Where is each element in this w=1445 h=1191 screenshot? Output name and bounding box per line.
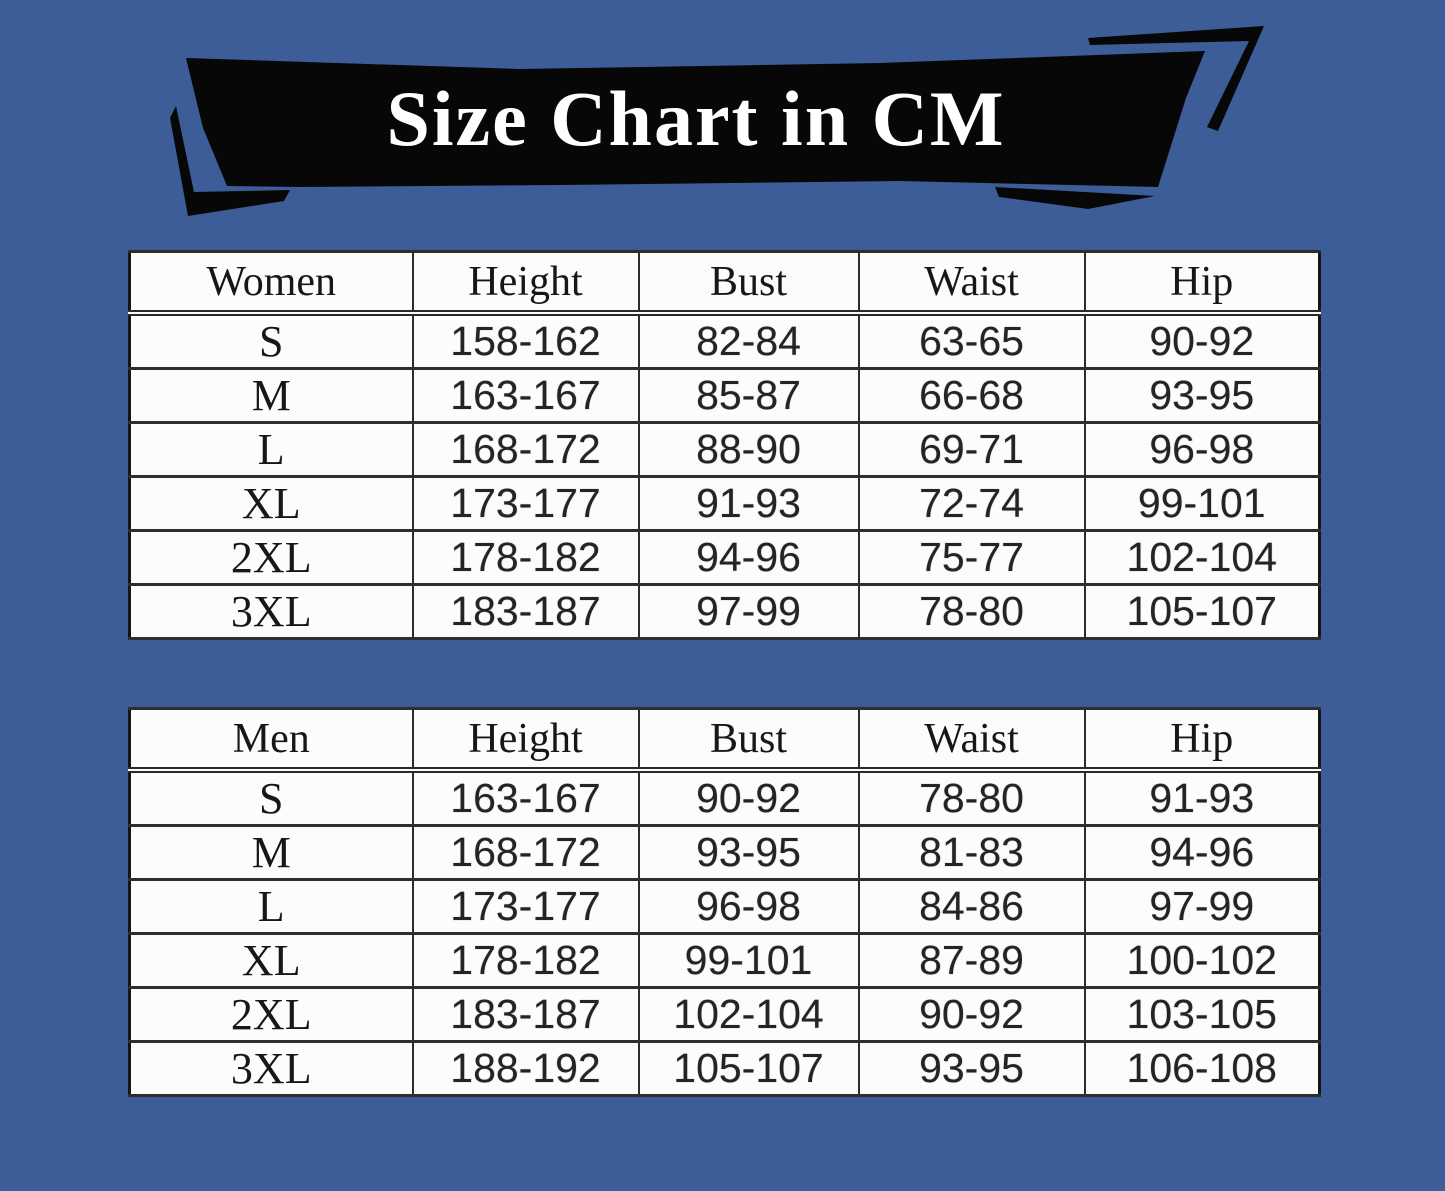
value-hip: 99-101 [1083, 475, 1321, 532]
men-size-table: Men Height Bust Waist Hip S 163-167 90-92 78-80 9… [128, 707, 1321, 1097]
women-row-3xl: 3XL 183-187 97-99 78-80 105-107 [128, 583, 1321, 640]
women-size-table: Women Height Bust Waist Hip S 158-162 82-84 63-6… [128, 250, 1321, 640]
size-label: 2XL [128, 986, 414, 1043]
value-bust: 97-99 [637, 583, 860, 640]
value-waist: 78-80 [857, 583, 1086, 640]
size-label: 3XL [128, 1040, 414, 1097]
men-row-l: L 173-177 96-98 84-86 97-99 [128, 878, 1321, 935]
size-label: XL [128, 932, 414, 989]
value-hip: 100-102 [1083, 932, 1321, 989]
value-hip: 93-95 [1083, 367, 1321, 424]
women-header-row: Women Height Bust Waist Hip [128, 250, 1321, 316]
value-waist: 81-83 [857, 824, 1086, 881]
women-header-women: Women [128, 250, 414, 316]
value-hip: 90-92 [1083, 311, 1321, 370]
value-hip: 94-96 [1083, 824, 1321, 881]
banner-ribbon-shape [186, 51, 1205, 187]
value-bust: 88-90 [637, 421, 860, 478]
men-row-2xl: 2XL 183-187 102-104 90-92 103-105 [128, 986, 1321, 1043]
women-header-height: Height [411, 250, 640, 316]
banner-accent-bottom-left-icon [170, 106, 290, 216]
value-height: 163-167 [411, 768, 640, 827]
size-label: S [128, 768, 414, 827]
women-row-m: M 163-167 85-87 66-68 93-95 [128, 367, 1321, 424]
men-row-xl: XL 178-182 99-101 87-89 100-102 [128, 932, 1321, 989]
value-hip: 91-93 [1083, 768, 1321, 827]
value-height: 168-172 [411, 824, 640, 881]
value-waist: 93-95 [857, 1040, 1086, 1097]
value-height: 178-182 [411, 529, 640, 586]
value-bust: 105-107 [637, 1040, 860, 1097]
women-row-s: S 158-162 82-84 63-65 90-92 [128, 311, 1321, 370]
value-waist: 69-71 [857, 421, 1086, 478]
men-header-waist: Waist [857, 707, 1086, 773]
value-bust: 94-96 [637, 529, 860, 586]
men-row-s: S 163-167 90-92 78-80 91-93 [128, 768, 1321, 827]
men-header-height: Height [411, 707, 640, 773]
value-height: 178-182 [411, 932, 640, 989]
value-height: 183-187 [411, 583, 640, 640]
value-waist: 84-86 [857, 878, 1086, 935]
men-header-hip: Hip [1083, 707, 1321, 773]
value-waist: 75-77 [857, 529, 1086, 586]
size-label: M [128, 367, 414, 424]
value-hip: 103-105 [1083, 986, 1321, 1043]
page-title: Size Chart in CM [386, 75, 1006, 162]
value-hip: 106-108 [1083, 1040, 1321, 1097]
value-bust: 82-84 [637, 311, 860, 370]
value-height: 173-177 [411, 878, 640, 935]
men-header-men: Men [128, 707, 414, 773]
size-label: M [128, 824, 414, 881]
title-banner: Size Chart in CM [0, 0, 1445, 240]
value-hip: 96-98 [1083, 421, 1321, 478]
women-row-2xl: 2XL 178-182 94-96 75-77 102-104 [128, 529, 1321, 586]
banner-ribbon-graphic [170, 26, 1264, 216]
value-height: 168-172 [411, 421, 640, 478]
value-waist: 66-68 [857, 367, 1086, 424]
value-height: 173-177 [411, 475, 640, 532]
men-header-bust: Bust [637, 707, 860, 773]
value-waist: 90-92 [857, 986, 1086, 1043]
women-header-hip: Hip [1083, 250, 1321, 316]
value-waist: 72-74 [857, 475, 1086, 532]
women-header-waist: Waist [857, 250, 1086, 316]
value-waist: 78-80 [857, 768, 1086, 827]
value-height: 158-162 [411, 311, 640, 370]
women-header-bust: Bust [637, 250, 860, 316]
value-bust: 102-104 [637, 986, 860, 1043]
size-label: XL [128, 475, 414, 532]
size-label: L [128, 421, 414, 478]
value-bust: 90-92 [637, 768, 860, 827]
banner-accent-top-right-icon [1088, 26, 1264, 131]
men-row-3xl: 3XL 188-192 105-107 93-95 106-108 [128, 1040, 1321, 1097]
women-row-xl: XL 173-177 91-93 72-74 99-101 [128, 475, 1321, 532]
women-row-l: L 168-172 88-90 69-71 96-98 [128, 421, 1321, 478]
banner-accent-bottom-right-icon [995, 187, 1155, 209]
value-bust: 93-95 [637, 824, 860, 881]
value-bust: 96-98 [637, 878, 860, 935]
men-row-m: M 168-172 93-95 81-83 94-96 [128, 824, 1321, 881]
size-label: S [128, 311, 414, 370]
value-hip: 102-104 [1083, 529, 1321, 586]
size-label: 3XL [128, 583, 414, 640]
value-bust: 99-101 [637, 932, 860, 989]
value-bust: 91-93 [637, 475, 860, 532]
value-height: 188-192 [411, 1040, 640, 1097]
value-hip: 105-107 [1083, 583, 1321, 640]
size-label: L [128, 878, 414, 935]
value-height: 183-187 [411, 986, 640, 1043]
value-hip: 97-99 [1083, 878, 1321, 935]
men-header-row: Men Height Bust Waist Hip [128, 707, 1321, 773]
value-bust: 85-87 [637, 367, 860, 424]
value-waist: 87-89 [857, 932, 1086, 989]
size-label: 2XL [128, 529, 414, 586]
value-height: 163-167 [411, 367, 640, 424]
value-waist: 63-65 [857, 311, 1086, 370]
